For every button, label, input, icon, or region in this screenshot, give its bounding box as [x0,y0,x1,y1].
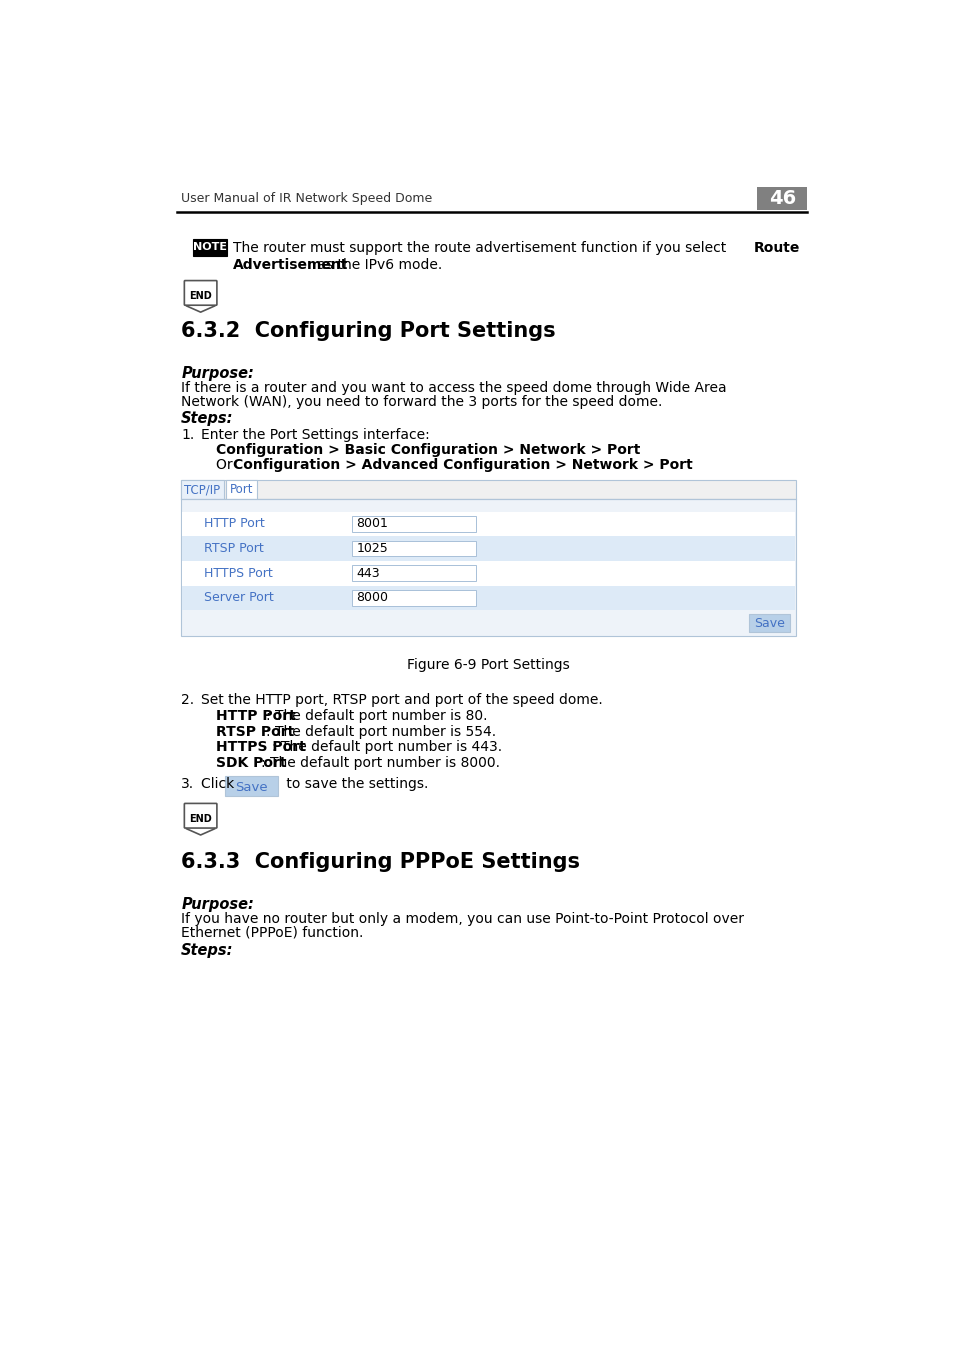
Bar [182,586,794,610]
Text: Set the HTTP port, RTSP port and port of the speed dome.: Set the HTTP port, RTSP port and port of… [200,693,601,706]
Text: Port: Port [230,483,253,497]
Text: Ethernet (PPPoE) function.: Ethernet (PPPoE) function. [181,926,363,940]
Text: 6.3.3  Configuring PPPoE Settings: 6.3.3 Configuring PPPoE Settings [181,852,579,872]
Text: Or: Or [216,459,237,472]
Text: Advertisement: Advertisement [233,258,348,273]
Text: HTTPS Port: HTTPS Port [204,567,273,579]
Text: Steps:: Steps: [181,942,233,957]
Bar [748,614,789,632]
Text: 3.: 3. [181,778,194,791]
Text: Steps:: Steps: [181,410,233,425]
Text: RTSP Port: RTSP Port [216,725,294,738]
Text: : The default port number is 80.: : The default port number is 80. [266,710,487,724]
Text: Network (WAN), you need to forward the 3 ports for the speed dome.: Network (WAN), you need to forward the 3… [181,396,662,409]
Bar [181,500,795,636]
Text: If you have no router but only a modem, you can use Point-to-Point Protocol over: If you have no router but only a modem, … [181,913,743,926]
Text: 1025: 1025 [356,543,388,555]
Bar [757,186,806,209]
FancyBboxPatch shape [184,803,216,828]
Text: Purpose:: Purpose: [181,366,253,381]
Text: 6.3.2  Configuring Port Settings: 6.3.2 Configuring Port Settings [181,321,556,342]
Text: 1.: 1. [181,428,194,441]
Text: NOTE: NOTE [193,243,227,252]
Text: HTTPS Port: HTTPS Port [216,740,306,755]
Text: : The default port number is 554.: : The default port number is 554. [266,725,496,738]
Text: Save: Save [753,617,784,629]
Bar [352,541,476,556]
Bar [181,481,224,500]
Text: 8000: 8000 [356,591,388,605]
Text: Click: Click [200,778,238,791]
Text: to save the settings.: to save the settings. [282,778,428,791]
Text: SDK Port: SDK Port [216,756,286,770]
Text: Server Port: Server Port [204,591,274,605]
Text: Configuration > Advanced Configuration > Network > Port: Configuration > Advanced Configuration >… [233,459,692,472]
Text: HTTP Port: HTTP Port [216,710,295,724]
Text: END: END [189,814,212,824]
Bar [352,590,476,606]
FancyBboxPatch shape [184,281,216,305]
Text: RTSP Port: RTSP Port [204,543,264,555]
Text: 8001: 8001 [356,517,388,531]
Text: Enter the Port Settings interface:: Enter the Port Settings interface: [200,428,429,441]
Text: If there is a router and you want to access the speed dome through Wide Area: If there is a router and you want to acc… [181,382,726,396]
Bar [225,776,278,795]
Text: : The default port number is 443.: : The default port number is 443. [272,740,501,755]
Text: Save: Save [235,780,268,794]
Bar [352,566,476,580]
Text: : The default port number is 8000.: : The default port number is 8000. [260,756,499,770]
Bar [182,560,794,586]
Text: Configuration > Basic Configuration > Network > Port: Configuration > Basic Configuration > Ne… [216,443,639,458]
Text: 443: 443 [356,567,379,579]
Text: User Manual of IR Network Speed Dome: User Manual of IR Network Speed Dome [181,192,432,205]
Text: as the IPv6 mode.: as the IPv6 mode. [313,258,442,273]
Bar [226,481,257,500]
Text: HTTP Port: HTTP Port [204,517,265,531]
Bar [182,536,794,560]
Text: Route: Route [753,242,799,255]
Text: 46: 46 [768,189,796,208]
Bar [193,239,227,256]
Text: The router must support the route advertisement function if you select: The router must support the route advert… [233,242,730,255]
Bar [181,481,795,500]
Bar [182,512,794,536]
Text: 2.: 2. [181,693,194,706]
Text: Figure 6-9 Port Settings: Figure 6-9 Port Settings [407,657,569,672]
Text: TCP/IP: TCP/IP [184,483,220,497]
Bar [352,516,476,532]
Text: Purpose:: Purpose: [181,896,253,911]
Text: END: END [189,292,212,301]
